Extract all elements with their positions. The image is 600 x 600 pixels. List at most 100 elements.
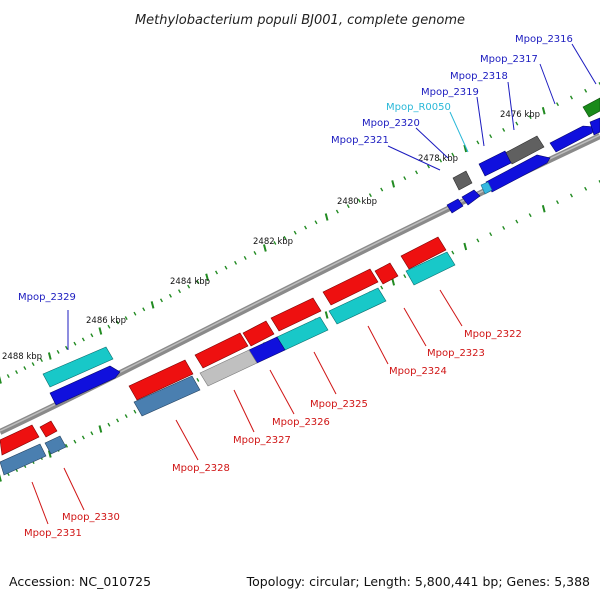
gene-mpop-2328-red[interactable] [128, 359, 194, 401]
outer-scale-tick [476, 140, 480, 145]
outer-scale-tick [598, 82, 600, 86]
inner-scale-tick [555, 200, 560, 205]
outer-scale-tick [403, 176, 407, 181]
outer-scale-tick [515, 121, 519, 126]
inner-scale-tick [463, 242, 468, 251]
gene-label-mpop-2327[interactable]: Mpop_2327 [233, 435, 291, 446]
gene-mpop-2323[interactable] [322, 262, 399, 306]
outer-scale-tick [168, 293, 172, 298]
inner-scale-tick [515, 219, 519, 224]
gene-label-mpop-2316[interactable]: Mpop_2316 [515, 34, 573, 45]
inner-scale-tick [107, 422, 111, 427]
gene-label-mpop-2331[interactable]: Mpop_2331 [24, 528, 82, 539]
inner-scale-tick [47, 450, 52, 458]
gene-label-mpop-2318[interactable]: Mpop_2318 [450, 71, 508, 82]
outer-scale-tick [133, 311, 137, 316]
gene-label-mpop-2325[interactable]: Mpop_2325 [310, 399, 368, 410]
outer-scale-tick [335, 209, 339, 214]
gene-label-mpop-r0050[interactable]: Mpop_R0050 [386, 102, 451, 113]
outer-scale-tick [98, 327, 103, 335]
gene-mpop-2328[interactable] [133, 375, 201, 417]
gene-mpop-2316[interactable] [582, 97, 600, 118]
outer-scale-tick [243, 255, 247, 260]
gene-mpop-r0050[interactable] [480, 181, 493, 195]
outer-scale-tick [502, 127, 506, 132]
outer-scale-tick [357, 198, 361, 203]
outer-scale-tick [346, 204, 350, 209]
outer-scale-tick [187, 284, 191, 289]
gene-mpop-2329[interactable] [42, 346, 121, 406]
outer-scale-tick [368, 193, 372, 198]
outer-scale-tick [541, 106, 546, 115]
inner-scale-tick [569, 193, 573, 198]
outer-scale-tick [6, 374, 10, 379]
outer-scale-tick [380, 187, 384, 192]
outer-scale-tick [150, 301, 155, 309]
inner-scale-tick [73, 439, 77, 444]
inner-scale-tick [380, 285, 384, 290]
inner-scale-tick [124, 414, 128, 419]
accession-text: Accession: NC_010725 [9, 574, 151, 589]
outer-scale-tick [116, 320, 120, 325]
tick-label-2486: 2486 kbp [86, 316, 126, 326]
outer-scale-tick [196, 279, 200, 284]
inner-scale-tick [403, 274, 407, 279]
outer-scale-tick [304, 225, 308, 230]
outer-scale-tick [314, 220, 318, 225]
gene-label-mpop-2319[interactable]: Mpop_2319 [421, 87, 479, 98]
gene-mpop-2317[interactable] [549, 117, 600, 153]
gene-mpop-2326[interactable] [248, 316, 329, 364]
gene-label-mpop-2329[interactable]: Mpop_2329 [18, 292, 76, 303]
gene-label-mpop-2321[interactable]: Mpop_2321 [331, 135, 389, 146]
outer-scale-tick [142, 307, 146, 312]
gene-mpop-2322[interactable] [400, 236, 447, 270]
outer-scale-tick [47, 352, 52, 360]
outer-scale-tick [31, 362, 35, 367]
gene-mpop-2331[interactable] [0, 435, 67, 476]
outer-scale-tick [90, 333, 94, 338]
outer-scale-tick [584, 88, 588, 93]
inner-scale-tick [196, 377, 200, 382]
outer-scale-tick [39, 358, 43, 362]
outer-scale-tick [391, 180, 396, 188]
gene-mpop-2320[interactable] [452, 150, 512, 191]
inner-scale-tick [90, 431, 94, 436]
outer-scale-tick [107, 324, 111, 329]
gene-mpop-2327[interactable] [199, 349, 258, 387]
gene-label-mpop-2323[interactable]: Mpop_2323 [427, 348, 485, 359]
inner-scale-tick [598, 180, 600, 184]
scale-ticks-outer [0, 82, 600, 384]
inner-scale-tick [502, 225, 506, 230]
gene-mpop-2321[interactable] [446, 189, 481, 214]
gene-label-mpop-2330[interactable]: Mpop_2330 [62, 512, 120, 523]
outer-scale-tick [528, 115, 532, 120]
outer-scale-tick [214, 270, 219, 275]
inner-scale-tick [324, 311, 329, 319]
outer-scale-tick [65, 345, 69, 350]
gene-label-mpop-2324[interactable]: Mpop_2324 [389, 366, 447, 377]
gene-track [0, 97, 600, 476]
inner-scale-tick [0, 474, 2, 482]
gene-label-mpop-2326[interactable]: Mpop_2326 [272, 417, 330, 428]
inner-scale-tick [81, 435, 85, 440]
gene-label-mpop-2322[interactable]: Mpop_2322 [464, 329, 522, 340]
outer-scale-tick [224, 265, 228, 270]
gene-mpop-2324[interactable] [328, 251, 456, 325]
gene-label-mpop-2320[interactable]: Mpop_2320 [362, 118, 420, 129]
inner-scale-tick [489, 232, 493, 237]
inner-scale-tick [391, 278, 396, 286]
outer-scale-tick [23, 366, 27, 371]
outer-scale-tick [0, 376, 2, 384]
outer-scale-tick [415, 170, 419, 175]
gene-label-mpop-2328[interactable]: Mpop_2328 [172, 463, 230, 474]
gene-label-mpop-2317[interactable]: Mpop_2317 [480, 54, 538, 65]
gene-mpop-2330[interactable] [0, 420, 58, 456]
inner-scale-tick [451, 250, 455, 255]
gene-labels: Mpop_2316 Mpop_2317 Mpop_2318 Mpop_2319 … [18, 34, 573, 539]
gene-mpop-2325[interactable] [194, 297, 322, 369]
outer-scale-tick [273, 241, 277, 245]
genome-summary-text: Topology: circular; Length: 5,800,441 bp… [246, 574, 590, 589]
tick-label-2478: 2478 kbp [418, 154, 458, 164]
inner-scale-tick [528, 213, 532, 218]
